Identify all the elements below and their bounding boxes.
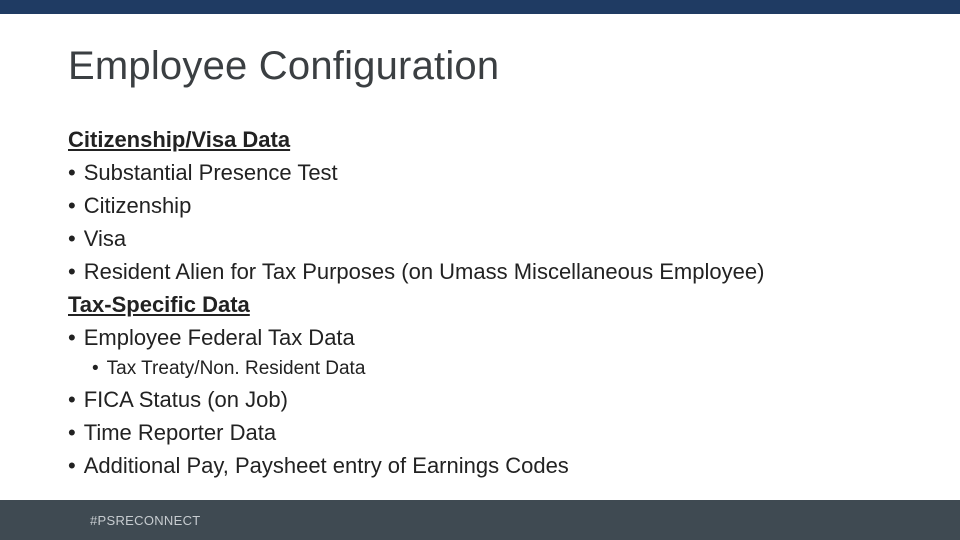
list-item: • Employee Federal Tax Data <box>68 321 892 354</box>
list-item: • Substantial Presence Test <box>68 156 892 189</box>
list-item: • FICA Status (on Job) <box>68 383 892 416</box>
bullet-icon: • <box>68 383 76 416</box>
list-item: • Citizenship <box>68 189 892 222</box>
list-item-label: Substantial Presence Test <box>84 156 338 189</box>
bullet-icon: • <box>68 416 76 449</box>
bottom-bar: #PSRECONNECT <box>0 500 960 540</box>
footer-hashtag: #PSRECONNECT <box>90 513 201 528</box>
list-item-label: Additional Pay, Paysheet entry of Earnin… <box>84 449 569 482</box>
list-item: • Time Reporter Data <box>68 416 892 449</box>
list-item-label: Citizenship <box>84 189 192 222</box>
list-item-label: Employee Federal Tax Data <box>84 321 355 354</box>
bullet-icon: • <box>68 189 76 222</box>
list-item: • Visa <box>68 222 892 255</box>
bullet-icon: • <box>68 222 76 255</box>
slide-title: Employee Configuration <box>68 44 892 89</box>
section-heading-citizenship: Citizenship/Visa Data <box>68 123 892 156</box>
slide-content: Employee Configuration Citizenship/Visa … <box>0 14 960 482</box>
list-item-label: FICA Status (on Job) <box>84 383 288 416</box>
bullet-icon: • <box>68 449 76 482</box>
bullet-icon: • <box>68 255 76 288</box>
list-item-label: Time Reporter Data <box>84 416 276 449</box>
list-item-label: Resident Alien for Tax Purposes (on Umas… <box>84 255 765 288</box>
section-heading-tax: Tax-Specific Data <box>68 288 892 321</box>
bullet-icon: • <box>68 321 76 354</box>
list-item: • Additional Pay, Paysheet entry of Earn… <box>68 449 892 482</box>
top-accent-bar <box>0 0 960 14</box>
list-item-label: Tax Treaty/Non. Resident Data <box>107 354 366 383</box>
bullet-icon: • <box>92 354 99 383</box>
list-item: • Resident Alien for Tax Purposes (on Um… <box>68 255 892 288</box>
list-item-nested: • Tax Treaty/Non. Resident Data <box>92 354 892 383</box>
list-item-label: Visa <box>84 222 126 255</box>
bullet-icon: • <box>68 156 76 189</box>
